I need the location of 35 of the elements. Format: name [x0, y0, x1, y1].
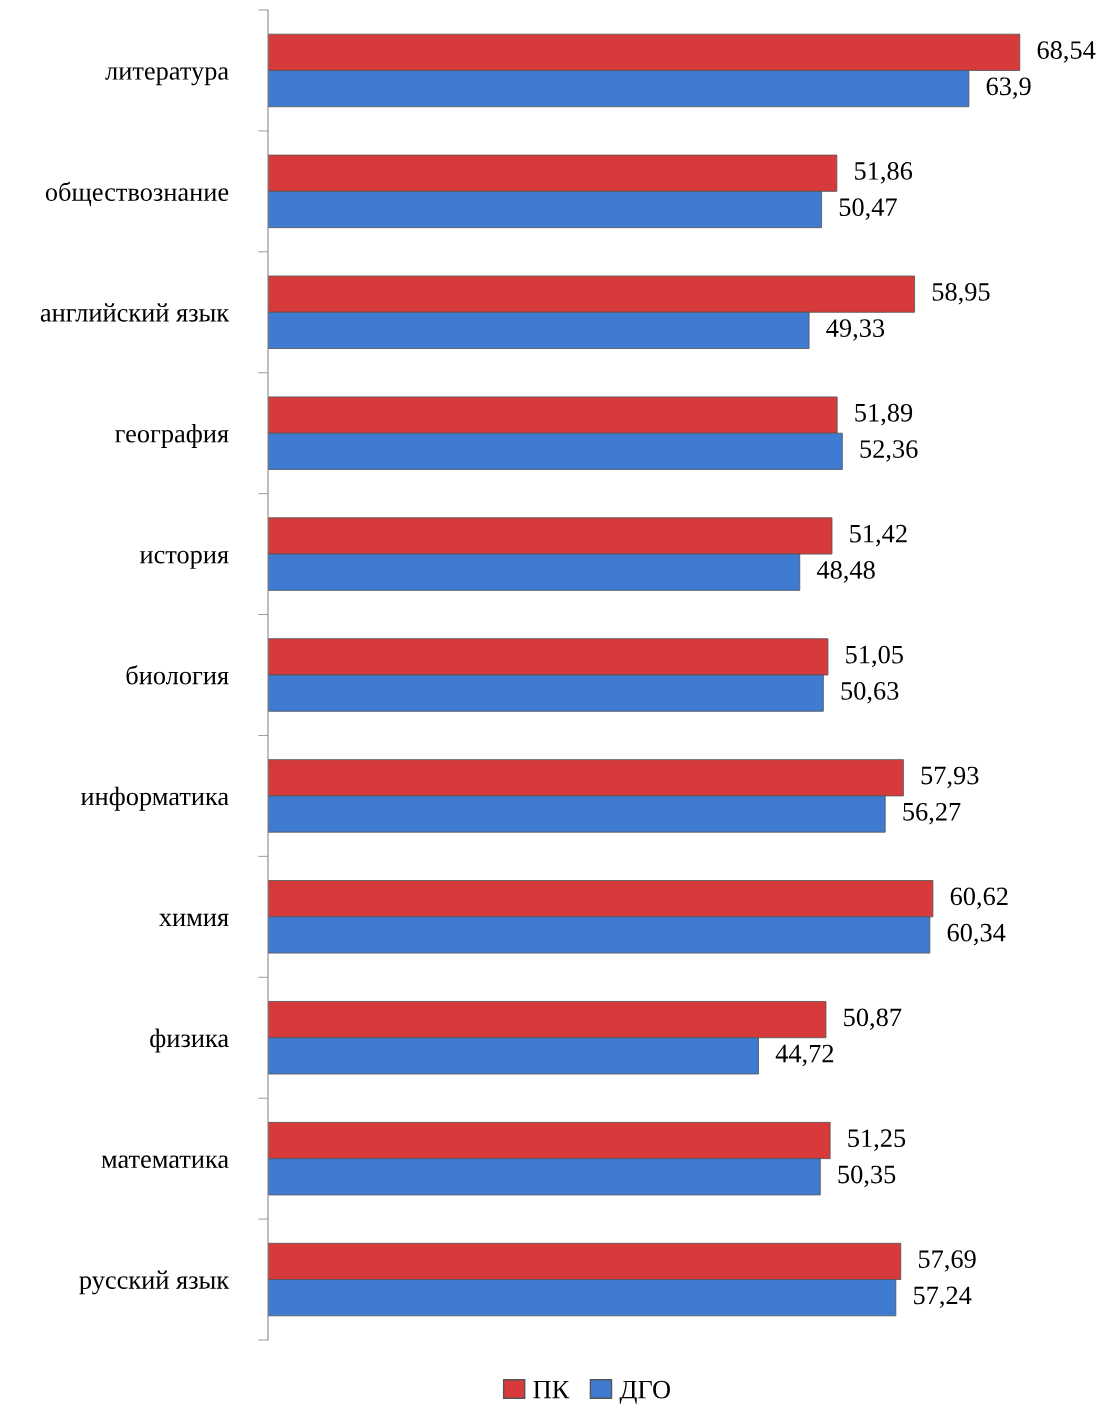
data-label: 51,89 [855, 403, 913, 426]
data-label: 60,62 [950, 887, 1008, 910]
data-label: 60,34 [947, 923, 1006, 946]
y-tick-label: обществознание [45, 181, 229, 207]
legend-label: ПК [533, 1380, 570, 1399]
y-tick-label: история [139, 550, 229, 569]
data-label: 51,86 [855, 162, 913, 184]
y-tick-label: химия [159, 913, 229, 926]
y-tick-label: информатика [80, 786, 229, 811]
data-label: 49,33 [826, 319, 885, 341]
data-label: 68,54 [1037, 41, 1096, 63]
data-label: 50,63 [841, 681, 899, 704]
data-label: 51,05 [846, 645, 903, 668]
data-label: 48,48 [816, 561, 875, 583]
data-label: 58,95 [932, 282, 990, 305]
y-tick-label: физика [150, 1028, 229, 1053]
data-label: 63,9 [986, 77, 1031, 99]
y-tick-label: математика [101, 1155, 229, 1169]
data-label: 52,36 [860, 440, 918, 462]
legend-label: ДГО [619, 1380, 671, 1404]
y-tick-label: биология [126, 665, 229, 685]
data-label: 57,93 [921, 766, 979, 789]
data-label: 51,42 [850, 524, 907, 547]
data-label: 51,25 [848, 1129, 906, 1151]
data-label: 57,24 [914, 1286, 972, 1309]
y-tick-label: география [115, 424, 229, 448]
data-label: 44,72 [775, 1044, 834, 1067]
data-label: 50,87 [844, 1008, 902, 1030]
y-tick-label: английский язык [40, 303, 230, 322]
data-label: 50,47 [839, 198, 897, 220]
y-tick-label: литература [105, 67, 229, 86]
y-tick-label: русский язык [79, 1270, 230, 1295]
data-label: 56,27 [903, 802, 961, 825]
data-label: 57,69 [918, 1250, 976, 1272]
data-label: 50,35 [838, 1165, 896, 1188]
